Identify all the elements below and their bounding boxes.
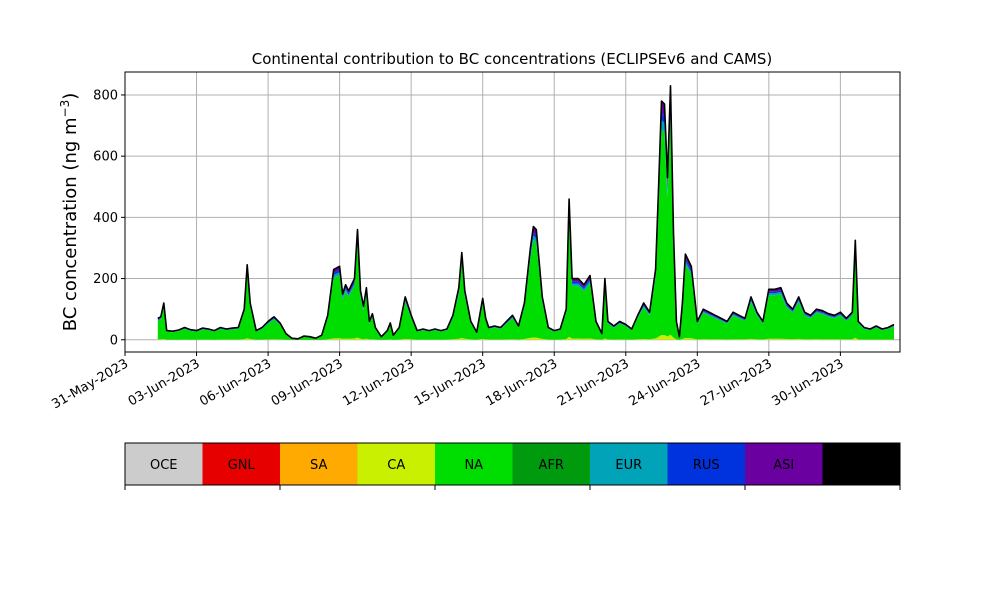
legend-frame [124, 442, 901, 486]
area-na [157, 116, 895, 340]
legend-swatch-gnl [202, 443, 280, 485]
legend-label-eur: EUR [615, 458, 642, 473]
legend-label-oce: OCE [150, 458, 178, 473]
legend-label-sa: SA [310, 458, 327, 473]
legend-swatch-sa [280, 443, 358, 485]
y-tick-label: 0 [110, 333, 118, 348]
y-axis-label: BC concentration (ng m−3) [58, 93, 81, 332]
y-axis-label-close: ) [60, 93, 81, 100]
x-tick-label: 09-Jun-2023 [269, 356, 346, 409]
legend-label-aus: AUS [848, 458, 875, 473]
chart-title: Continental contribution to BC concentra… [252, 50, 773, 68]
x-tick-label: 27-Jun-2023 [698, 356, 775, 409]
legend-swatch-aus [822, 443, 900, 485]
x-tick-label: 03-Jun-2023 [126, 356, 203, 409]
y-axis-label-exponent: −3 [58, 100, 72, 118]
legend-label-na: NA [464, 458, 483, 473]
y-tick-label: 200 [93, 272, 118, 287]
legend-label-asi: ASI [773, 458, 794, 473]
x-tick-label: 15-Jun-2023 [412, 356, 489, 409]
x-tick-label: 12-Jun-2023 [340, 356, 417, 409]
legend-swatch-oce [125, 443, 203, 485]
x-tick-label: 30-Jun-2023 [770, 356, 847, 409]
y-tick-label: 600 [93, 150, 118, 165]
legend-swatch-rus [667, 443, 745, 485]
y-axis: 0 200 400 600 800 [93, 88, 125, 348]
legend-swatch-na [435, 443, 513, 485]
y-tick-label: 400 [93, 211, 118, 226]
y-axis-label-text: BC concentration (ng m [60, 117, 81, 331]
legend-swatch-afr [512, 443, 590, 485]
legend-colorbar: OCE GNL SA CA NA AFR EUR RUS ASI AUS [124, 442, 901, 490]
x-tick-label: 24-Jun-2023 [626, 356, 703, 409]
legend-swatch-ca [357, 443, 435, 485]
total-line [157, 85, 895, 340]
x-tick-label: 06-Jun-2023 [197, 356, 274, 409]
legend-swatch-eur [590, 443, 668, 485]
x-tick-label: 21-Jun-2023 [555, 356, 632, 409]
x-axis: 31-May-202303-Jun-202306-Jun-202309-Jun-… [49, 352, 846, 412]
area-ca [157, 334, 895, 340]
stacked-areas [157, 85, 895, 340]
legend-label-afr: AFR [539, 458, 564, 473]
x-tick-label: 18-Jun-2023 [483, 356, 560, 409]
legend-label-rus: RUS [693, 458, 720, 473]
x-tick-label: 31-May-2023 [49, 356, 131, 412]
legend-label-ca: CA [387, 458, 405, 473]
legend-label-gnl: GNL [228, 458, 256, 473]
plot-frame [124, 71, 901, 353]
legend-swatch-asi [745, 443, 823, 485]
y-tick-label: 800 [93, 88, 118, 103]
